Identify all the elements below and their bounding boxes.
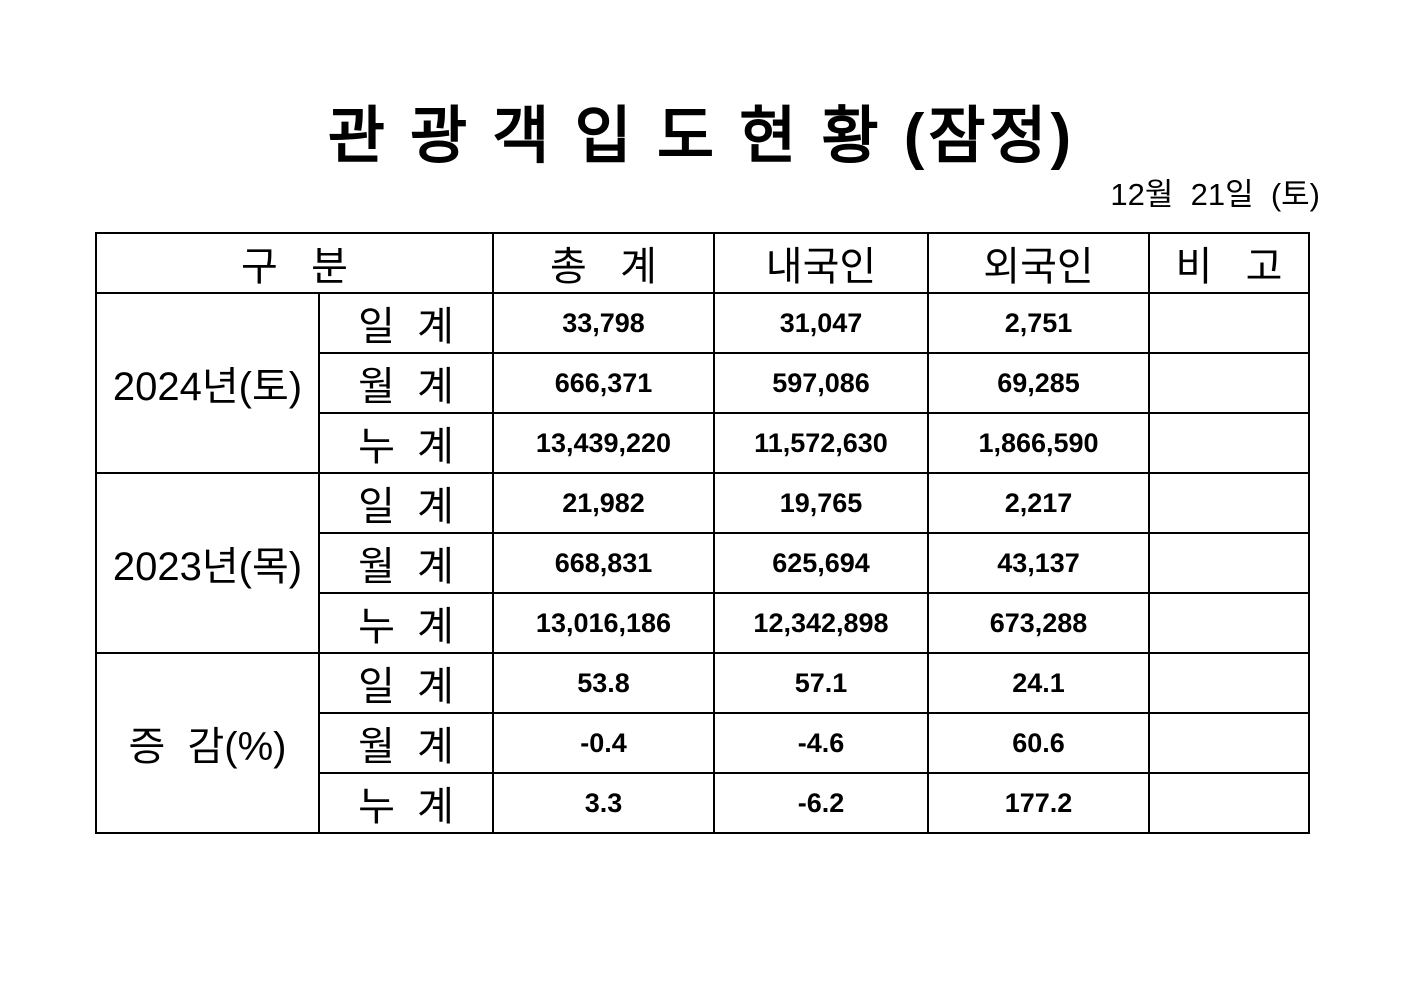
- row-label-monthly: 월 계: [318, 532, 494, 594]
- table-row-2024-cumulative: 누 계 13,439,220 11,572,630 1,866,590: [96, 412, 1310, 474]
- cell-2023-daily-foreign: 2,217: [927, 472, 1150, 534]
- cell-2023-monthly-total: 668,831: [492, 532, 715, 594]
- table-row-2024-monthly: 월 계 666,371 597,086 69,285: [96, 352, 1310, 414]
- section-label-change: 증 감(%): [95, 652, 320, 834]
- report-date: 12월 21일 (토): [1110, 177, 1320, 212]
- cell-2023-monthly-foreign: 43,137: [927, 532, 1150, 594]
- table-row-change-monthly: 월 계 -0.4 -4.6 60.6: [96, 712, 1310, 774]
- cell-2024-cumulative-domestic: 11,572,630: [713, 412, 929, 474]
- table-row-2024-daily: 2024년(토) 일 계 33,798 31,047 2,751: [95, 292, 1310, 474]
- section-label-2023: 2023년(목): [95, 472, 320, 654]
- header-remarks: 비 고: [1148, 232, 1310, 294]
- cell-2024-monthly-domestic: 597,086: [713, 352, 929, 414]
- cell-2023-cumulative-foreign: 673,288: [927, 592, 1150, 654]
- table-row-2023-daily: 2023년(목) 일 계 21,982 19,765 2,217: [95, 472, 1310, 654]
- cell-2023-monthly-domestic: 625,694: [713, 532, 929, 594]
- row-label-cumulative: 누 계: [318, 772, 494, 834]
- cell-2023-daily-total: 21,982: [492, 472, 715, 534]
- header-total: 총 계: [492, 232, 715, 294]
- cell-change-cumulative-domestic: -6.2: [713, 772, 929, 834]
- cell-2024-daily-foreign: 2,751: [927, 292, 1150, 354]
- cell-change-daily-remarks: [1148, 652, 1310, 714]
- section-label-2024: 2024년(토): [95, 292, 320, 474]
- cell-2023-cumulative-remarks: [1148, 592, 1310, 654]
- cell-change-cumulative-total: 3.3: [492, 772, 715, 834]
- cell-2024-cumulative-total: 13,439,220: [492, 412, 715, 474]
- row-label-monthly: 월 계: [318, 712, 494, 774]
- cell-2024-monthly-total: 666,371: [492, 352, 715, 414]
- cell-change-monthly-total: -0.4: [492, 712, 715, 774]
- header-category: 구 분: [95, 232, 494, 294]
- table-header-row: 구 분 총 계 내국인 외국인 비 고: [95, 232, 1310, 294]
- header-domestic: 내국인: [713, 232, 929, 294]
- cell-2023-cumulative-total: 13,016,186: [492, 592, 715, 654]
- cell-2023-daily-domestic: 19,765: [713, 472, 929, 534]
- cell-change-daily-domestic: 57.1: [713, 652, 929, 714]
- cell-2024-daily-total: 33,798: [492, 292, 715, 354]
- tourist-arrivals-table: 구 분 총 계 내국인 외국인 비 고 2024년(토) 일 계 33,798 …: [95, 232, 1310, 834]
- table-row-change-cumulative: 누 계 3.3 -6.2 177.2: [96, 772, 1310, 834]
- cell-change-daily-total: 53.8: [492, 652, 715, 714]
- row-label-cumulative: 누 계: [318, 592, 494, 654]
- cell-2024-monthly-remarks: [1148, 352, 1310, 414]
- table-row-2023-cumulative: 누 계 13,016,186 12,342,898 673,288: [96, 592, 1310, 654]
- cell-2024-daily-domestic: 31,047: [713, 292, 929, 354]
- header-foreign: 외국인: [927, 232, 1150, 294]
- cell-change-monthly-domestic: -4.6: [713, 712, 929, 774]
- table-row-change-daily: 증 감(%) 일 계 53.8 57.1 24.1: [95, 652, 1310, 834]
- cell-2023-daily-remarks: [1148, 472, 1310, 534]
- cell-2024-cumulative-remarks: [1148, 412, 1310, 474]
- cell-2024-monthly-foreign: 69,285: [927, 352, 1150, 414]
- table-row-2023-monthly: 월 계 668,831 625,694 43,137: [96, 532, 1310, 594]
- cell-change-monthly-foreign: 60.6: [927, 712, 1150, 774]
- row-label-monthly: 월 계: [318, 352, 494, 414]
- cell-change-monthly-remarks: [1148, 712, 1310, 774]
- cell-2023-cumulative-domestic: 12,342,898: [713, 592, 929, 654]
- cell-2024-daily-remarks: [1148, 292, 1310, 354]
- cell-2024-cumulative-foreign: 1,866,590: [927, 412, 1150, 474]
- cell-change-cumulative-remarks: [1148, 772, 1310, 834]
- cell-change-cumulative-foreign: 177.2: [927, 772, 1150, 834]
- page-title: 관 광 객 입 도 현 황 (잠정): [327, 102, 1076, 171]
- row-label-cumulative: 누 계: [318, 412, 494, 474]
- row-label-daily: 일 계: [318, 292, 494, 354]
- cell-2023-monthly-remarks: [1148, 532, 1310, 594]
- row-label-daily: 일 계: [318, 472, 494, 534]
- cell-change-daily-foreign: 24.1: [927, 652, 1150, 714]
- row-label-daily: 일 계: [318, 652, 494, 714]
